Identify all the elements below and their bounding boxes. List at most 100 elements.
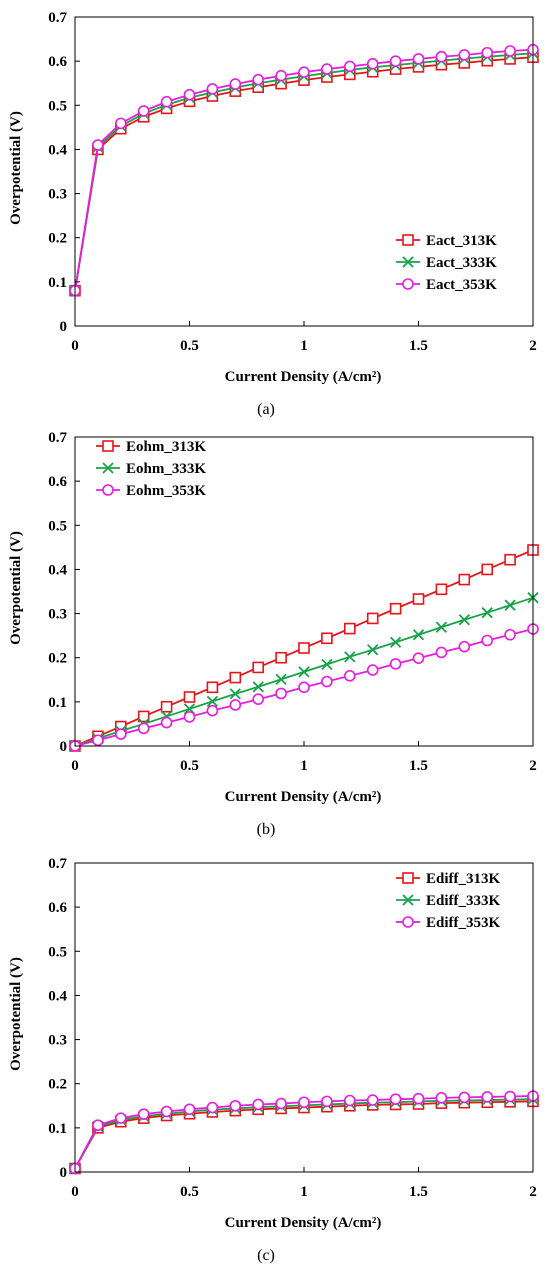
y-tick-label: 0.2	[48, 231, 67, 247]
x-tick-label: 2	[529, 758, 537, 774]
x-axis-label: Current Density (A/cm²)	[225, 1215, 382, 1231]
data-point	[481, 46, 494, 59]
data-point	[343, 670, 356, 682]
y-tick-label: 0.7	[48, 856, 67, 872]
data-point	[343, 60, 356, 73]
legend-marker	[102, 484, 114, 496]
data-point	[206, 681, 219, 694]
x-tick-label: 0.5	[180, 338, 199, 354]
x-axis-label: Current Density (A/cm²)	[225, 369, 382, 385]
legend-marker	[402, 916, 414, 928]
y-tick-label: 0.6	[48, 900, 67, 916]
y-tick-label: 0.7	[48, 10, 67, 26]
data-point	[229, 688, 241, 700]
data-point	[206, 695, 219, 708]
data-point	[160, 95, 173, 108]
legend: Eohm_313K Eohm_333K Eohm_353K	[96, 439, 206, 499]
legend-marker	[102, 462, 114, 474]
data-point	[275, 69, 287, 82]
x-tick-label: 0	[71, 758, 79, 774]
chart-panel-c: 0 0.1 0.2 0.3 0.4 0.5 0.6 0.7 0 0.5 1 1.5 2 Overpote…	[8, 856, 539, 1264]
axes: 0 0.1 0.2 0.3 0.4 0.5 0.6 0.7 0 0.5 1 1.5 2	[48, 856, 537, 1200]
x-tick-label: 1	[300, 1184, 308, 1200]
data-point	[504, 599, 516, 611]
data-point	[389, 1093, 402, 1105]
legend-marker	[402, 234, 414, 246]
data-point	[115, 117, 127, 130]
data-point	[275, 651, 287, 664]
legend-marker	[402, 894, 414, 906]
data-point	[367, 644, 379, 656]
data-point	[229, 671, 242, 684]
plot-marks	[69, 43, 539, 297]
x-tick-label: 0	[71, 1184, 79, 1200]
data-point	[458, 49, 471, 61]
y-tick-label: 0.4	[48, 142, 67, 158]
data-point	[206, 704, 219, 717]
axes: 0 0.1 0.2 0.3 0.4 0.5 0.6 0.7 0 0.5 1 1.5 2	[48, 10, 537, 354]
axes: 0 0.1 0.2 0.3 0.4 0.5 0.6 0.7 0 0.5 1 1.5 2	[48, 430, 537, 774]
x-axis-label: Current Density (A/cm²)	[225, 789, 382, 805]
y-tick-label: 0.1	[48, 1121, 67, 1137]
data-point	[343, 1094, 356, 1107]
series-Ediff_353K	[69, 1090, 539, 1175]
data-point	[252, 73, 265, 86]
data-point	[504, 45, 516, 57]
x-tick-label: 1	[300, 338, 308, 354]
y-tick-label: 0.3	[48, 607, 67, 623]
legend-label: Eact_333K	[426, 255, 497, 271]
data-point	[298, 1096, 310, 1109]
legend-marker	[102, 440, 114, 452]
series-Eohm_353K	[69, 623, 539, 752]
data-point	[389, 55, 402, 67]
y-tick-label: 0.1	[48, 695, 67, 711]
y-axis-label: Overpotential (V)	[8, 111, 24, 225]
data-point	[252, 693, 265, 706]
data-point	[252, 1098, 265, 1111]
y-tick-label: 0	[60, 739, 68, 755]
data-point	[504, 1090, 516, 1103]
y-tick-label: 0.7	[48, 430, 67, 446]
data-point	[275, 1097, 287, 1110]
plot-marks	[69, 544, 539, 752]
y-tick-label: 0	[60, 1165, 68, 1181]
data-point	[183, 711, 196, 723]
data-point	[321, 632, 333, 645]
data-point	[366, 1094, 379, 1106]
x-tick-label: 1.5	[409, 758, 428, 774]
data-point	[183, 88, 196, 101]
y-axis-label: Overpotential (V)	[8, 531, 24, 645]
data-point	[92, 734, 104, 747]
data-point	[183, 691, 196, 703]
data-point	[92, 139, 104, 151]
y-tick-label: 0.5	[48, 944, 67, 960]
x-tick-label: 2	[529, 338, 537, 354]
legend-item: Ediff_353K	[396, 915, 501, 931]
data-point	[435, 50, 448, 63]
data-point	[504, 553, 516, 566]
data-point	[137, 105, 150, 117]
data-point	[344, 651, 356, 663]
data-point	[321, 1095, 333, 1108]
data-point	[115, 728, 127, 740]
legend-label: Ediff_333K	[426, 893, 501, 909]
plot-frame	[74, 862, 534, 1173]
data-point	[298, 66, 310, 78]
legend-item: Eact_313K	[396, 233, 497, 249]
y-tick-label: 0.4	[48, 988, 67, 1004]
x-tick-label: 0.5	[180, 758, 199, 774]
x-tick-label: 1	[300, 758, 308, 774]
y-tick-label: 0.3	[48, 1033, 67, 1049]
data-point	[458, 1091, 471, 1104]
y-tick-label: 0.2	[48, 1077, 67, 1093]
legend-item: Eact_333K	[396, 255, 497, 271]
data-point	[160, 700, 173, 713]
legend-item: Eohm_333K	[96, 461, 206, 477]
data-point	[481, 1091, 494, 1103]
data-point	[435, 1092, 448, 1104]
panel-caption: (c)	[257, 1247, 275, 1264]
legend-label: Eohm_333K	[126, 461, 206, 477]
data-point	[389, 658, 402, 670]
y-tick-label: 0.4	[48, 562, 67, 578]
data-point	[229, 78, 242, 90]
